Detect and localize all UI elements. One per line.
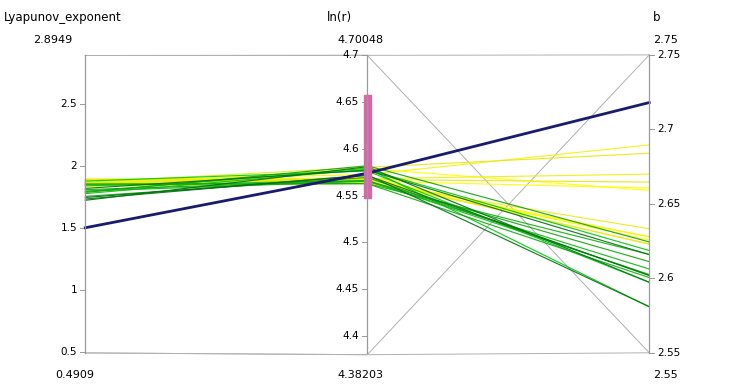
Text: 2.6: 2.6 — [657, 273, 674, 283]
Text: 2.55: 2.55 — [653, 370, 677, 381]
Text: 4.4: 4.4 — [343, 331, 359, 341]
Text: 4.38203: 4.38203 — [338, 370, 384, 381]
Text: 4.65: 4.65 — [336, 97, 359, 107]
Text: 2.7: 2.7 — [657, 124, 674, 134]
Text: 2.8949: 2.8949 — [33, 35, 73, 45]
Text: 2.65: 2.65 — [657, 199, 680, 209]
Text: 2.55: 2.55 — [657, 348, 680, 358]
Text: ln(r): ln(r) — [326, 11, 352, 24]
Text: 4.45: 4.45 — [336, 284, 359, 294]
Text: 2.5: 2.5 — [61, 99, 77, 109]
Text: 4.7: 4.7 — [343, 50, 359, 60]
Text: 2.75: 2.75 — [653, 35, 678, 45]
Text: 1: 1 — [70, 285, 77, 295]
Text: 0.4909: 0.4909 — [56, 370, 95, 381]
Text: Lyapunov_exponent: Lyapunov_exponent — [4, 11, 122, 24]
Text: 4.70048: 4.70048 — [338, 35, 384, 45]
Text: 4.5: 4.5 — [343, 238, 359, 247]
Text: b: b — [653, 11, 660, 24]
Text: 0.5: 0.5 — [61, 347, 77, 357]
Text: 4.6: 4.6 — [343, 144, 359, 154]
Text: 1.5: 1.5 — [61, 223, 77, 233]
Text: 4.55: 4.55 — [336, 191, 359, 201]
Text: 2: 2 — [70, 161, 77, 171]
Bar — [364, 94, 371, 198]
Text: 2.75: 2.75 — [657, 50, 680, 60]
